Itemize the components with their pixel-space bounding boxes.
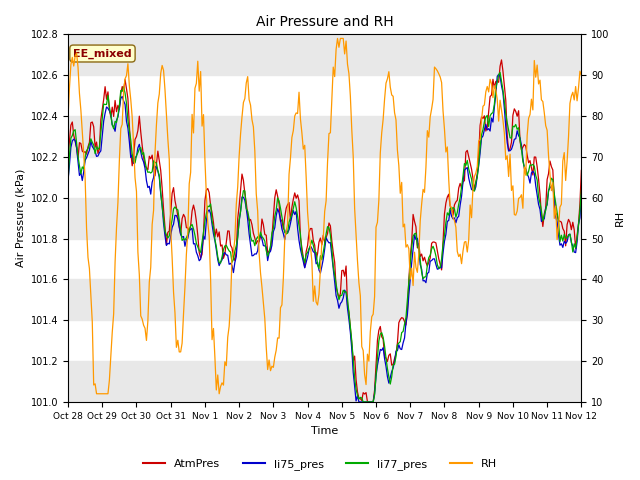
Bar xyxy=(68,35,581,75)
Bar xyxy=(68,279,581,320)
Bar xyxy=(68,198,581,239)
Bar xyxy=(68,116,581,157)
Title: Air Pressure and RH: Air Pressure and RH xyxy=(256,15,394,29)
Legend: AtmPres, li75_pres, li77_pres, RH: AtmPres, li75_pres, li77_pres, RH xyxy=(139,455,501,474)
Y-axis label: RH: RH xyxy=(615,210,625,226)
Y-axis label: Air Pressure (kPa): Air Pressure (kPa) xyxy=(15,169,25,267)
Text: EE_mixed: EE_mixed xyxy=(73,48,132,59)
Bar xyxy=(68,361,581,402)
X-axis label: Time: Time xyxy=(311,426,339,436)
